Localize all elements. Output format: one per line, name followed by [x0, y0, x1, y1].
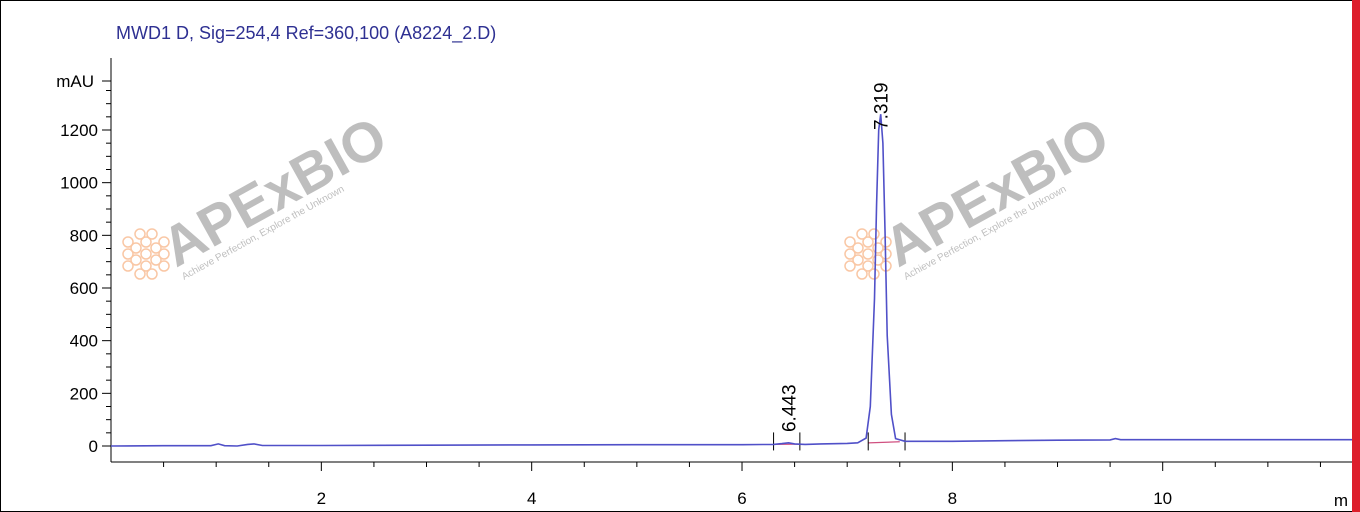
right-accent-border	[1352, 0, 1360, 512]
x-tick-label: 8	[948, 489, 957, 508]
y-tick-label: 0	[89, 437, 98, 456]
x-tick-label: 4	[527, 489, 536, 508]
y-tick-label: 600	[70, 279, 98, 298]
chart-title: MWD1 D, Sig=254,4 Ref=360,100 (A8224_2.D…	[116, 23, 496, 44]
y-axis-label: mAU	[56, 72, 94, 91]
y-tick-label: 1000	[60, 174, 98, 193]
x-tick-label: 2	[317, 489, 326, 508]
peak-baseline	[868, 441, 900, 444]
y-tick-label: 1200	[60, 121, 98, 140]
watermark-logo-icon	[122, 228, 170, 280]
y-tick-label: 800	[70, 226, 98, 245]
y-tick-label: 400	[70, 332, 98, 351]
x-tick-label: 6	[737, 489, 746, 508]
peak-label: 7.319	[872, 82, 893, 130]
axes-layer	[110, 58, 1352, 463]
x-axis-label: m	[1334, 491, 1348, 510]
x-tick-layer: 2 4 6 8 10	[163, 462, 1321, 508]
x-tick-label: 10	[1153, 489, 1172, 508]
peak-label-layer: 6.443 7.319	[780, 82, 893, 432]
peak-label: 6.443	[780, 384, 801, 432]
signal-trace	[110, 114, 1352, 447]
y-tick-label: 200	[70, 384, 98, 403]
y-tick-layer: 0 200 400 600 800 1000 1200	[60, 80, 111, 456]
